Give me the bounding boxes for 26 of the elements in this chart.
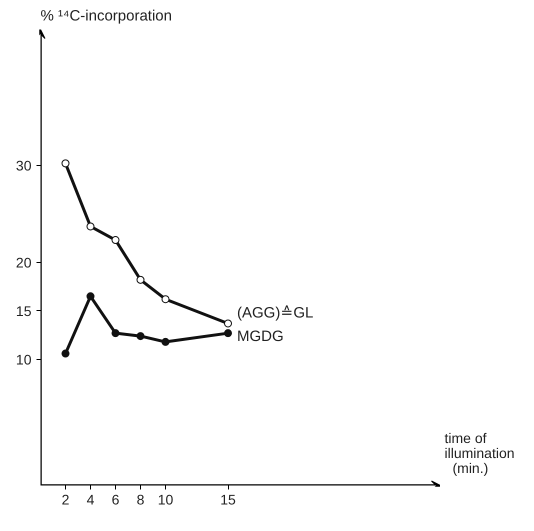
x-tick-label: 6	[112, 492, 120, 508]
x-tick-label: 15	[220, 492, 236, 508]
y-tick-label: 30	[16, 157, 32, 174]
y-tick-label: 20	[16, 254, 32, 270]
point	[162, 338, 170, 346]
series-label: MGDG	[237, 328, 284, 346]
series-label: (AGG)≙GL	[237, 304, 314, 322]
point	[112, 329, 120, 338]
point	[62, 350, 70, 358]
point	[224, 319, 232, 328]
point	[112, 236, 120, 244]
point	[162, 295, 170, 304]
point	[86, 222, 94, 230]
point	[136, 276, 144, 284]
y-axis-title: % ¹⁴C-incorporation	[40, 8, 172, 24]
y-tick-label: 10	[16, 351, 32, 368]
point	[224, 329, 232, 338]
x-tick-label: 4	[86, 492, 95, 508]
x-tick-label: 10	[158, 492, 174, 508]
x-axis-title: time of illumination (min.)	[444, 430, 515, 476]
point	[62, 159, 70, 168]
x-tick-label: 8	[136, 492, 145, 508]
point	[86, 292, 94, 300]
x-tick-label: 2	[62, 492, 70, 508]
point	[136, 332, 144, 340]
y-tick-label: 15	[16, 302, 32, 319]
